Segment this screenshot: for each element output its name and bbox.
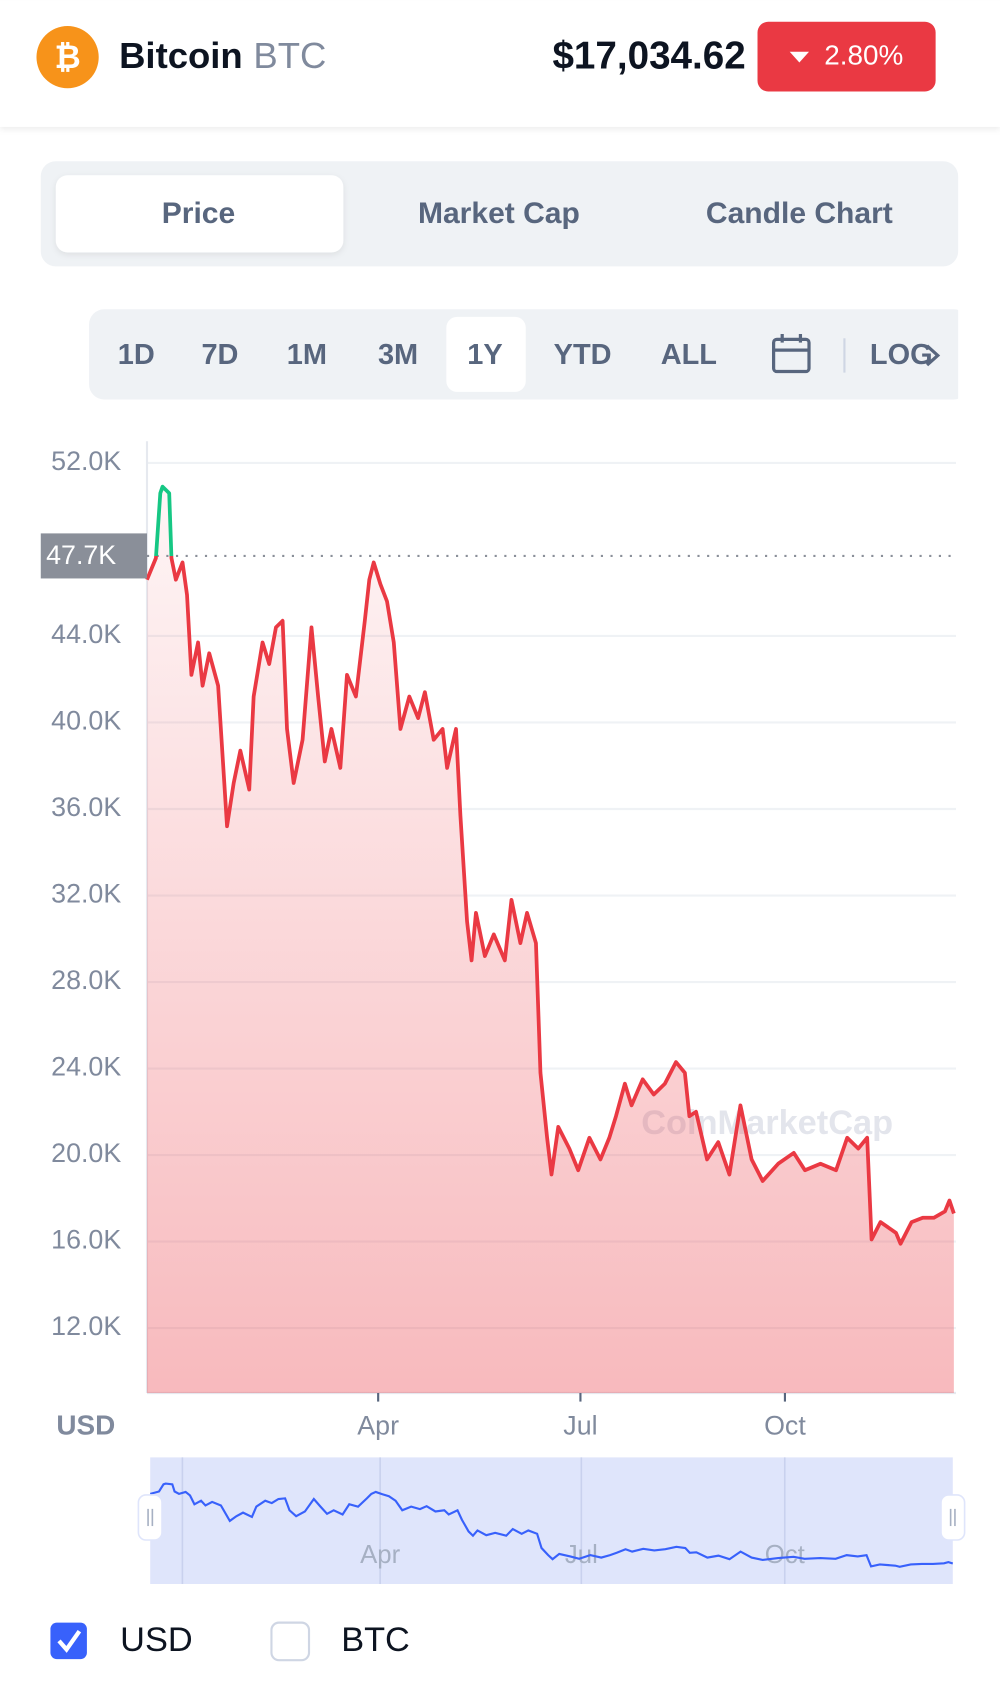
x-tick-label: Oct: [764, 1410, 806, 1440]
currency-label[interactable]: BTC: [341, 1621, 410, 1659]
y-tick-label: 12.0K: [51, 1311, 121, 1341]
y-tick-label: 52.0K: [51, 446, 121, 476]
navigator-tick-label: Oct: [765, 1541, 805, 1569]
tab-label[interactable]: Price: [162, 197, 235, 230]
coin-icon-glyph: ₿: [54, 39, 80, 75]
price-line: [145, 484, 956, 1246]
checkbox-checked[interactable]: [50, 1622, 87, 1660]
price: $17,034.62: [552, 34, 745, 77]
navigator-tick-label: Apr: [360, 1541, 400, 1569]
calendar-icon[interactable]: [771, 333, 811, 374]
tab-label[interactable]: Candle Chart: [706, 197, 893, 230]
coin-icon: [36, 26, 99, 89]
currency-label[interactable]: USD: [120, 1621, 192, 1659]
coin-symbol: BTC: [253, 35, 326, 76]
x-tick-label: Apr: [357, 1410, 399, 1440]
range-label[interactable]: YTD: [554, 339, 612, 371]
range-label[interactable]: LOG: [870, 339, 933, 371]
coin-name: Bitcoin: [119, 35, 243, 76]
change-value: 2.80%: [824, 40, 903, 71]
range-label[interactable]: 1D: [118, 339, 155, 371]
y-tick-label: 40.0K: [51, 706, 121, 736]
y-tick-label: 44.0K: [51, 619, 121, 649]
y-tick-label: 32.0K: [51, 879, 121, 909]
price-area: [146, 486, 954, 1394]
navigator-handle[interactable]: [137, 1494, 163, 1541]
range-label[interactable]: 7D: [201, 339, 238, 371]
y-tick-label: 24.0K: [51, 1052, 121, 1082]
range-fade: [958, 300, 1000, 409]
down-arrow: [789, 51, 810, 63]
navigator[interactable]: [150, 1457, 953, 1584]
x-tick-label: Jul: [563, 1410, 597, 1440]
y-tick-label: 36.0K: [51, 792, 121, 822]
navigator-handle[interactable]: [940, 1494, 966, 1541]
tab-label[interactable]: Market Cap: [418, 197, 580, 230]
change-badge: [757, 21, 936, 92]
range-bar: [89, 309, 969, 400]
y-tick-label: 20.0K: [51, 1138, 121, 1168]
active-range: [446, 316, 526, 392]
range-label[interactable]: 3M: [378, 339, 418, 371]
checkmark: [57, 1629, 82, 1653]
range-label[interactable]: ALL: [661, 339, 717, 371]
reference-label-box: [40, 533, 147, 579]
range-label[interactable]: 1Y: [467, 339, 502, 371]
y-tick-label: 16.0K: [51, 1225, 121, 1255]
reference-label: 47.7K: [46, 540, 116, 570]
checkbox-unchecked[interactable]: [270, 1621, 311, 1662]
y-unit-label: USD: [56, 1410, 115, 1441]
navigator-line: [149, 1482, 954, 1568]
active-tab: [55, 175, 344, 253]
y-tick-label: 28.0K: [51, 965, 121, 995]
range-label[interactable]: 1M: [287, 339, 327, 371]
coin-title: Bitcoin BTC: [119, 35, 326, 76]
scroll-arrow[interactable]: [925, 344, 941, 367]
